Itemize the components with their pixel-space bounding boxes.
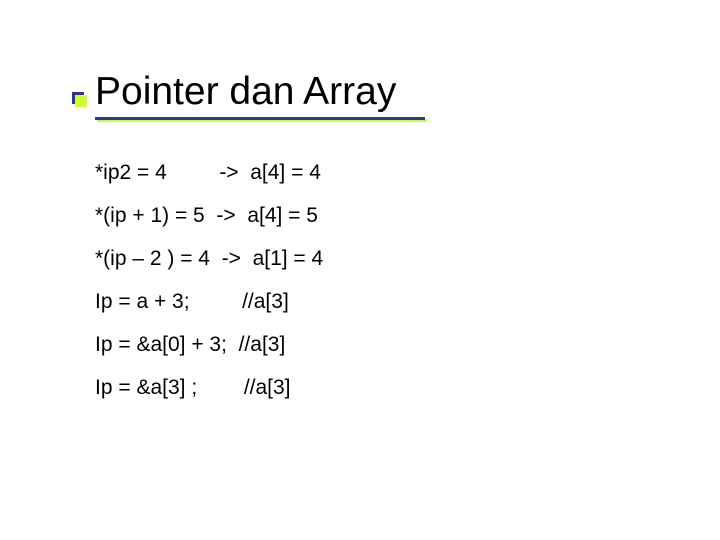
code-line: Ip = &a[3] ; //a[3] <box>95 377 720 398</box>
slide-container: Pointer dan Array *ip2 = 4 -> a[4] = 4 *… <box>0 0 720 540</box>
code-line: *ip2 = 4 -> a[4] = 4 <box>95 162 720 183</box>
code-line: Ip = a + 3; //a[3] <box>95 291 720 312</box>
code-line: *(ip – 2 ) = 4 -> a[1] = 4 <box>95 248 720 269</box>
title-bullet-icon <box>72 92 84 104</box>
code-line: Ip = &a[0] + 3; //a[3] <box>95 334 720 355</box>
content-area: *ip2 = 4 -> a[4] = 4 *(ip + 1) = 5 -> a[… <box>95 154 720 398</box>
code-line: *(ip + 1) = 5 -> a[4] = 5 <box>95 205 720 226</box>
slide-title: Pointer dan Array <box>95 70 720 114</box>
title-wrap: Pointer dan Array <box>95 70 720 114</box>
title-underline <box>95 117 425 120</box>
